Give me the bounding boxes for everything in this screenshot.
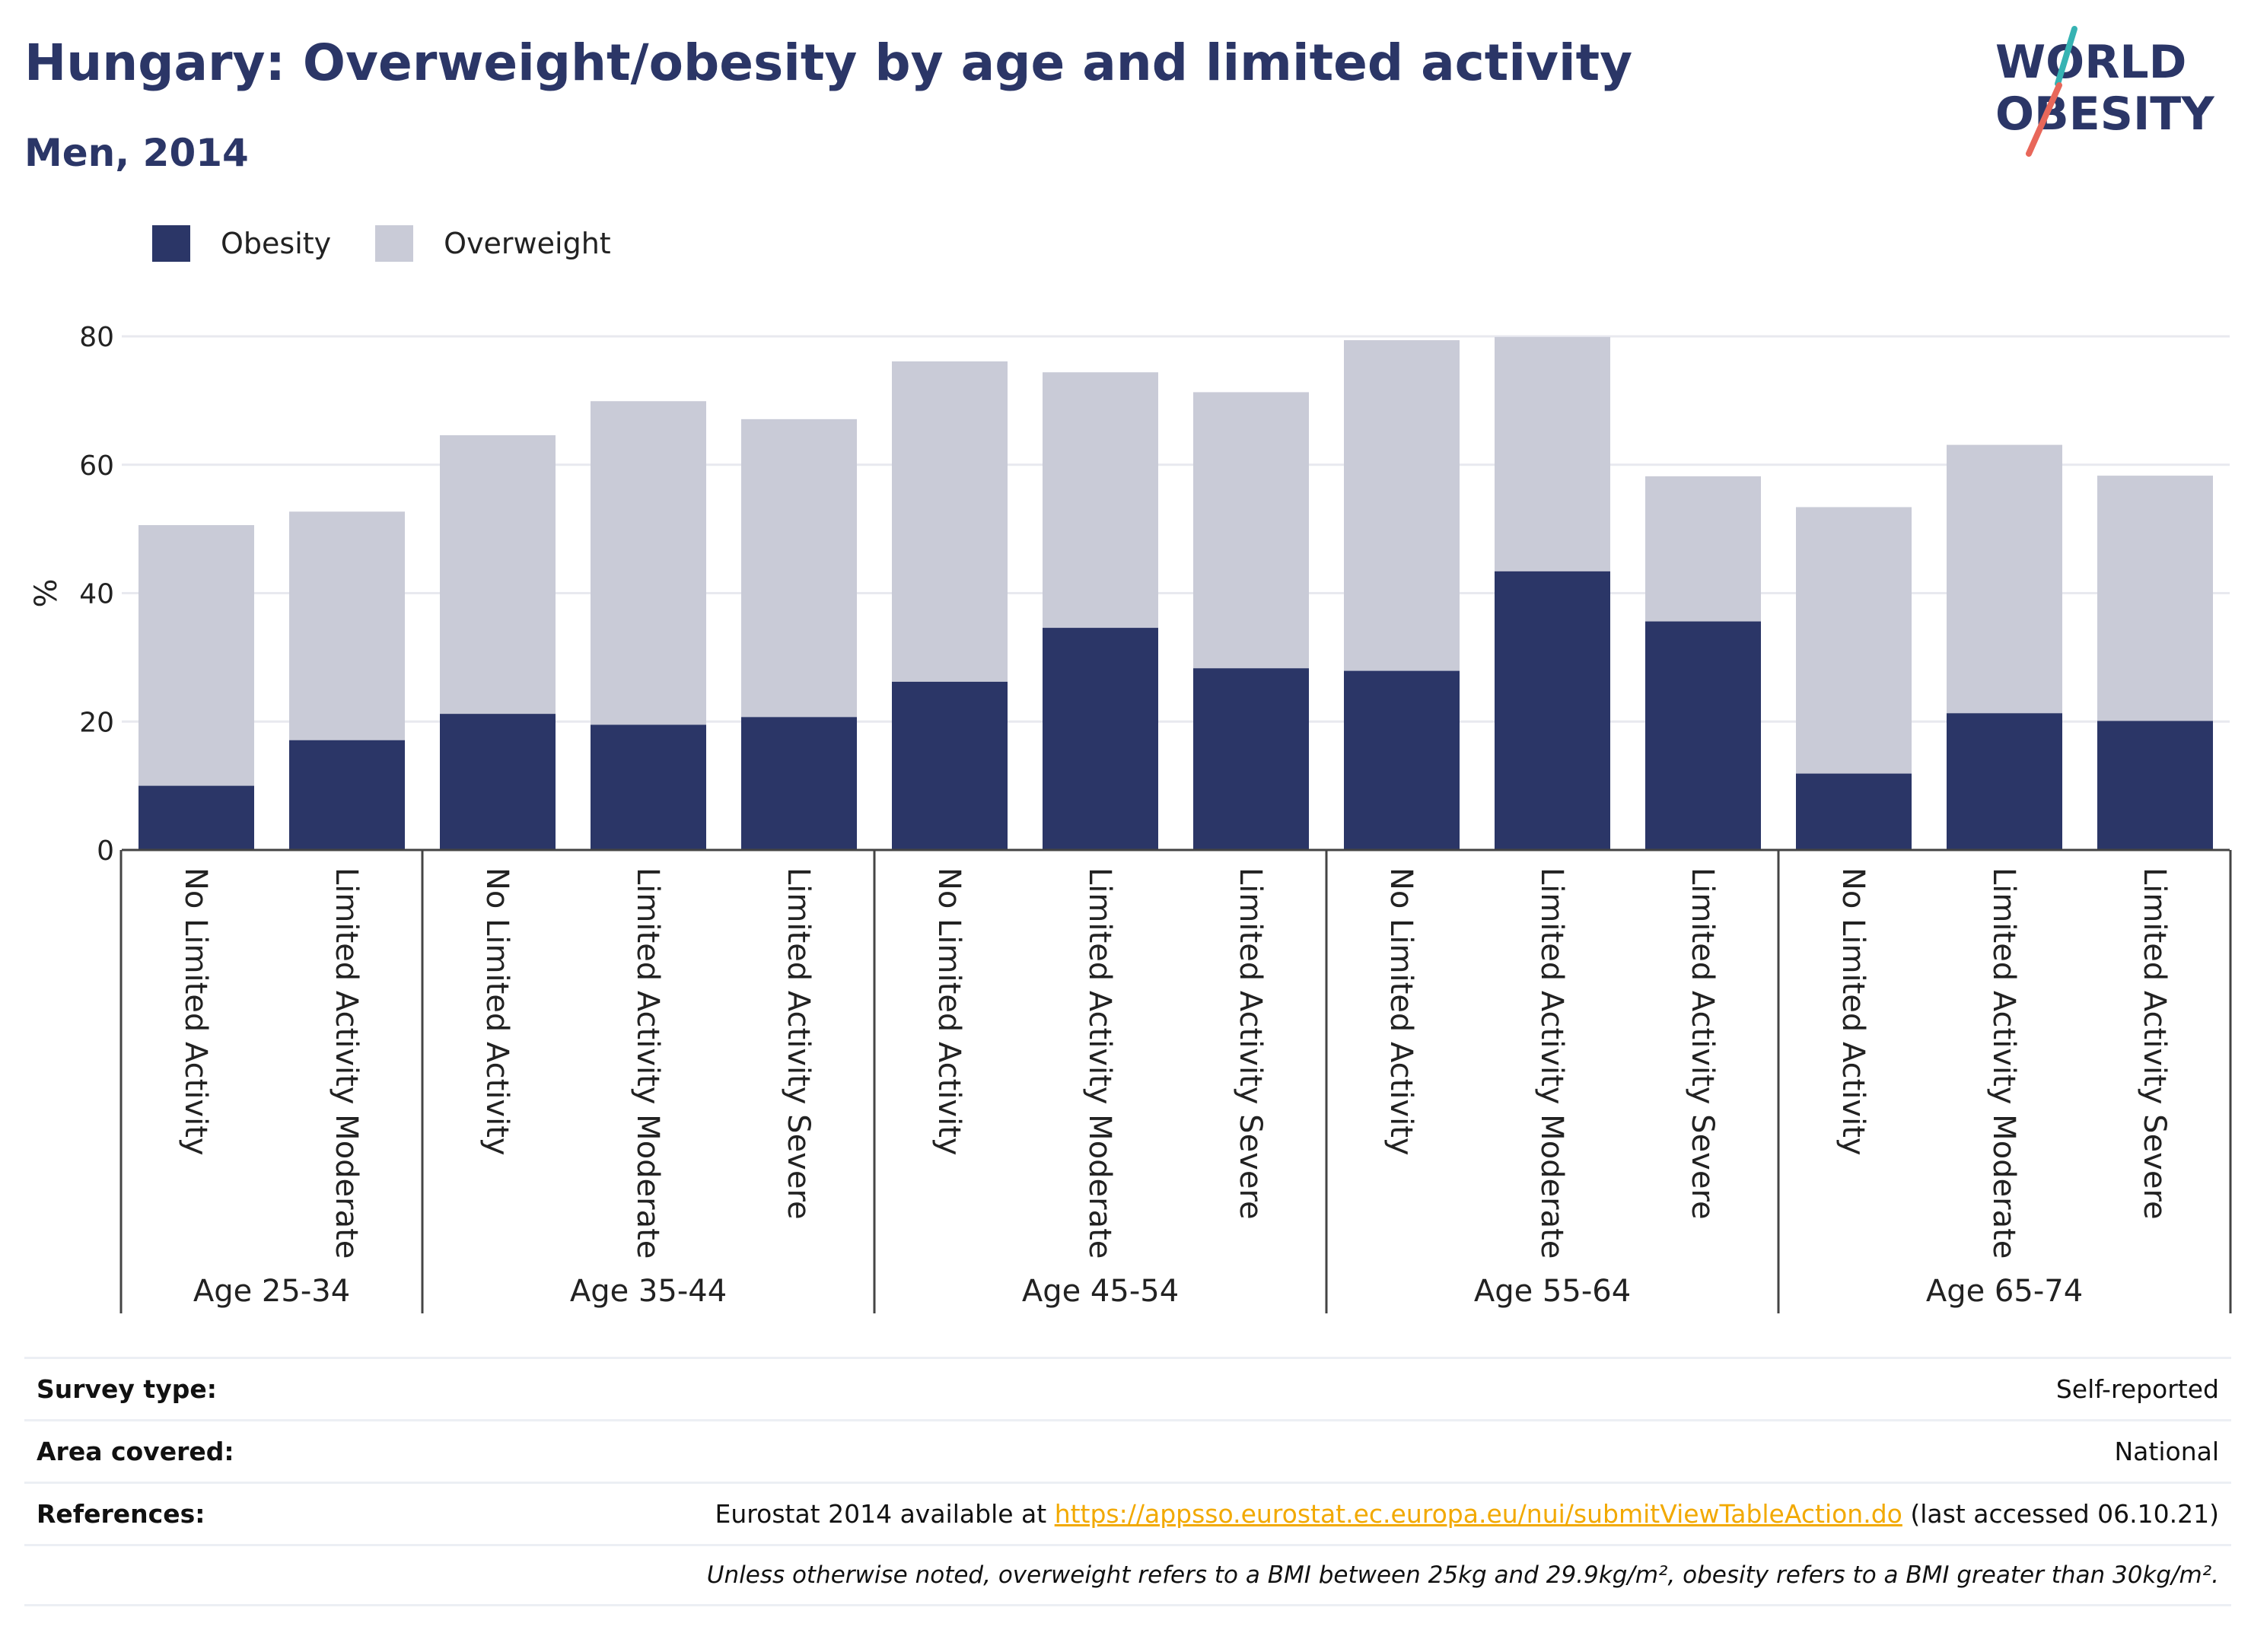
x-tick-label: Limited Activity Severe (1233, 867, 1268, 1220)
x-tick-label: No Limited Activity (178, 867, 213, 1156)
bar-overweight[interactable] (1645, 476, 1761, 622)
bar-obesity[interactable] (138, 785, 254, 850)
group-label: Age 65-74 (1926, 1274, 2083, 1309)
x-tick-label: Limited Activity Severe (781, 867, 816, 1220)
y-tick-label: 20 (79, 707, 114, 738)
x-tick-label: No Limited Activity (1836, 867, 1871, 1156)
bar-overweight[interactable] (1495, 336, 1610, 571)
bar-overweight[interactable] (1043, 372, 1158, 629)
logo-slash-teal (2055, 26, 2077, 87)
group-label: Age 55-64 (1474, 1274, 1631, 1309)
bar-obesity[interactable] (289, 740, 405, 850)
legend-swatch-obesity (152, 225, 190, 262)
bar-obesity[interactable] (1947, 713, 2062, 850)
bmi-definition-note: Unless otherwise noted, overweight refer… (706, 1561, 2219, 1589)
bar-overweight[interactable] (1796, 507, 1912, 774)
category-labels: No Limited Activity Limited Activity Mode… (178, 867, 2172, 1309)
bar-obesity[interactable] (1796, 773, 1912, 850)
bar-overweight[interactable] (138, 525, 254, 786)
bar-overweight[interactable] (289, 511, 405, 740)
bar-obesity[interactable] (1344, 670, 1460, 850)
world-obesity-logo: WORLD OBESITY (1995, 26, 2215, 157)
info-row-references: References: Eurostat 2014 available at h… (24, 1482, 2231, 1544)
legend-label-obesity: Obesity (221, 227, 332, 260)
y-axis-label: % (29, 578, 64, 607)
group-label: Age 45-54 (1022, 1274, 1179, 1309)
bars (138, 336, 2213, 850)
x-tick-label: Limited Activity Severe (2137, 867, 2172, 1220)
x-tick-label: Limited Activity Severe (1685, 867, 1720, 1220)
survey-type-label: Survey type: (37, 1374, 217, 1404)
logo-text-world: WORLD (1995, 36, 2186, 89)
group-label: Age 35-44 (570, 1274, 727, 1309)
x-tick-label: No Limited Activity (479, 867, 514, 1156)
chart-subtitle: Men, 2014 (24, 131, 249, 175)
chart-legend: Obesity Overweight (152, 225, 655, 262)
bar-obesity[interactable] (892, 681, 1008, 850)
references-label: References: (37, 1499, 205, 1529)
group-label: Age 25-34 (193, 1274, 350, 1309)
y-tick-label: 0 (97, 836, 114, 867)
bar-overweight[interactable] (741, 419, 857, 718)
survey-type-value: Self-reported (2055, 1374, 2219, 1404)
bar-overweight[interactable] (1947, 444, 2062, 714)
bar-overweight[interactable] (2097, 476, 2213, 721)
logo-text-obesity: OBESITY (1995, 88, 2215, 141)
bar-obesity[interactable] (1043, 628, 1158, 850)
bar-obesity[interactable] (591, 724, 706, 850)
axes: 0 20 40 60 80% (29, 322, 2232, 1313)
info-row-note: Unless otherwise noted, overweight refer… (24, 1544, 2231, 1606)
stacked-bar-chart: 0 20 40 60 80% No Limited Activity Limited Ac… (29, 322, 2232, 1313)
bar-overweight[interactable] (1344, 340, 1460, 671)
info-row-area: Area covered: National (24, 1419, 2231, 1482)
legend-swatch-overweight (375, 225, 414, 262)
bar-overweight[interactable] (1193, 392, 1309, 669)
logo-slash-coral (2026, 82, 2062, 157)
references-link[interactable]: https://appsso.eurostat.ec.europa.eu/nui… (1054, 1499, 1902, 1529)
bar-obesity[interactable] (1193, 668, 1309, 850)
legend-label-overweight: Overweight (444, 227, 611, 260)
bar-obesity[interactable] (1645, 621, 1761, 850)
x-tick-label: Limited Activity Moderate (630, 867, 665, 1259)
bar-obesity[interactable] (741, 717, 857, 850)
x-tick-label: No Limited Activity (1383, 867, 1418, 1156)
x-tick-label: Limited Activity Moderate (329, 867, 364, 1259)
references-value: Eurostat 2014 available at https://appss… (715, 1499, 2219, 1529)
references-suffix: (last accessed 06.10.21) (1902, 1499, 2219, 1529)
y-tick-label: 40 (79, 579, 114, 610)
x-tick-label: Limited Activity Moderate (1534, 867, 1569, 1259)
gridlines (122, 335, 2230, 723)
area-covered-label: Area covered: (37, 1437, 234, 1466)
x-tick-label: No Limited Activity (931, 867, 966, 1156)
y-tick-label: 60 (79, 450, 114, 482)
bar-obesity[interactable] (2097, 721, 2213, 850)
bar-overweight[interactable] (440, 434, 556, 715)
info-table: Survey type: Self-reported Area covered:… (24, 1357, 2231, 1606)
info-row-survey: Survey type: Self-reported (24, 1357, 2231, 1419)
chart-title: Hungary: Overweight/obesity by age and l… (24, 33, 1633, 92)
x-tick-label: Limited Activity Moderate (1986, 867, 2021, 1259)
legend-item-overweight[interactable]: Overweight (375, 225, 611, 262)
x-tick-label: Limited Activity Moderate (1082, 867, 1117, 1259)
bar-obesity[interactable] (1495, 571, 1610, 850)
area-covered-value: National (2114, 1437, 2219, 1466)
legend-item-obesity[interactable]: Obesity (152, 225, 331, 262)
bar-overweight[interactable] (591, 401, 706, 725)
references-prefix: Eurostat 2014 available at (715, 1499, 1055, 1529)
bar-obesity[interactable] (440, 714, 556, 850)
y-tick-label: 80 (79, 322, 114, 353)
bar-overweight[interactable] (892, 361, 1008, 682)
